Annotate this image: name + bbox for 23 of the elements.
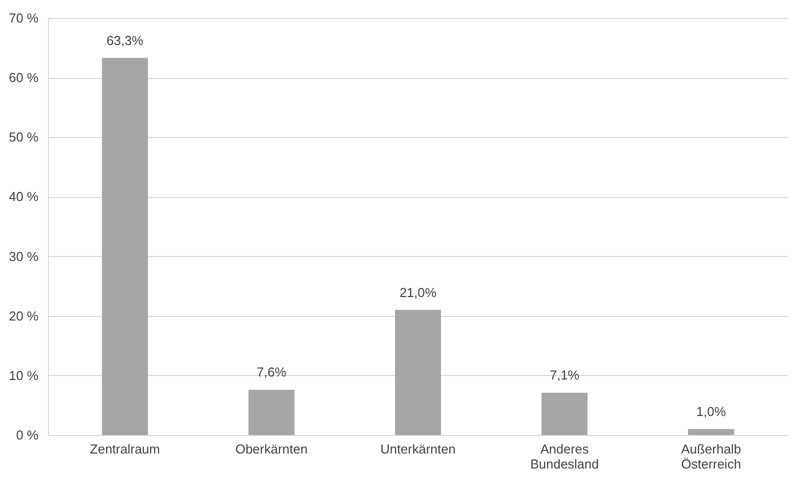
bar — [102, 58, 148, 435]
y-tick-label: 40 % — [8, 189, 39, 204]
data-label: 21,0% — [400, 284, 437, 300]
data-label: 63,3% — [106, 32, 144, 48]
x-tick-label: Außerhalb Österreich — [681, 442, 742, 472]
bar — [248, 390, 294, 435]
y-tick-label: 50 % — [8, 130, 39, 145]
bar — [542, 392, 588, 435]
x-tick-label: Unterkärnten — [380, 442, 456, 456]
bar — [688, 429, 734, 435]
x-tick-label: Zentralraum — [90, 442, 160, 456]
y-tick-label: 0 % — [16, 428, 39, 442]
y-tick-label: 70 % — [8, 10, 39, 26]
y-tick-label: 60 % — [8, 70, 39, 86]
x-tick-label: Oberkärnten — [235, 442, 308, 456]
data-label: 1,0% — [696, 404, 726, 420]
data-label: 7,1% — [550, 368, 580, 383]
x-tick-label: Anderes Bundesland — [530, 442, 599, 472]
bar — [395, 310, 441, 435]
y-tick-label: 10 % — [8, 368, 39, 383]
y-tick-label: 20 % — [8, 308, 39, 324]
data-label: 7,6% — [256, 364, 287, 380]
y-tick-label: 30 % — [8, 248, 39, 264]
